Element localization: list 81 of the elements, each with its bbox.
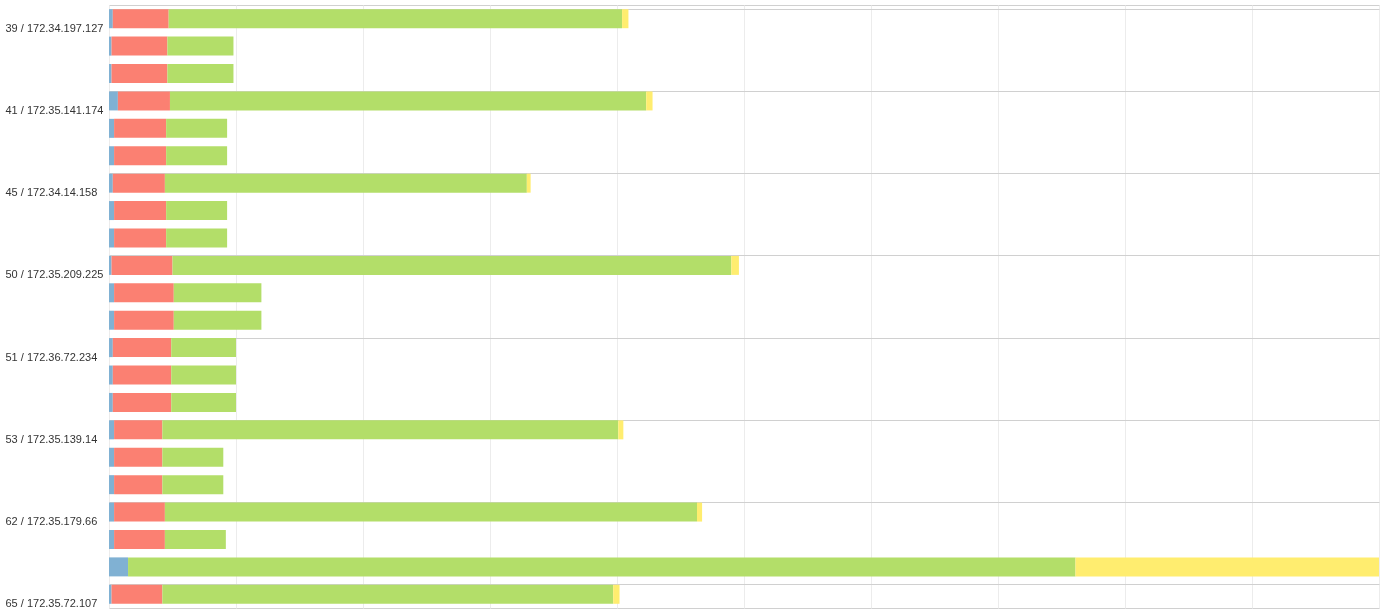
- bar: [109, 392, 113, 412]
- bar: [111, 64, 168, 84]
- bar: [109, 173, 113, 193]
- bar: [162, 584, 614, 604]
- bar: [109, 201, 115, 221]
- bar: [731, 255, 739, 275]
- bar: [111, 584, 163, 604]
- bar: [109, 36, 112, 56]
- bar: [162, 447, 224, 467]
- bar: [166, 228, 228, 248]
- bar: [109, 9, 113, 29]
- bar: [109, 91, 118, 111]
- bar: [109, 338, 113, 358]
- bar: [167, 64, 234, 84]
- bar: [128, 557, 1076, 577]
- bar: [114, 529, 165, 549]
- bar: [109, 118, 115, 138]
- bar: [162, 420, 619, 440]
- bar: [166, 118, 228, 138]
- y-tick-label: 41 / 172.35.141.174: [5, 103, 104, 116]
- bar: [114, 146, 167, 166]
- bar: [111, 36, 168, 56]
- bar: [109, 502, 115, 522]
- bar: [1075, 557, 1379, 577]
- bar: [618, 420, 624, 440]
- bar: [117, 91, 170, 111]
- bar: [109, 475, 115, 495]
- bar: [109, 529, 115, 549]
- bar: [166, 201, 228, 221]
- y-tick-label: 50 / 172.35.209.225: [5, 268, 104, 281]
- bar: [112, 338, 172, 358]
- bar: [114, 310, 174, 330]
- bar: [109, 255, 112, 275]
- bar: [114, 201, 167, 221]
- y-tick-label: 65 / 172.35.72.107: [5, 597, 98, 610]
- bar: [109, 365, 113, 385]
- bar: [112, 365, 172, 385]
- bar: [114, 447, 163, 467]
- bar: [114, 420, 163, 440]
- bar: [109, 447, 115, 467]
- y-tick-label: 39 / 172.34.197.127: [5, 21, 104, 34]
- bar: [526, 173, 531, 193]
- bar: [697, 502, 703, 522]
- bar: [109, 584, 112, 604]
- bar: [173, 310, 262, 330]
- bar: [109, 146, 115, 166]
- bar: [171, 365, 236, 385]
- bar: [613, 584, 620, 604]
- bar: [112, 173, 165, 193]
- bar: [622, 9, 629, 29]
- y-tick-label: 53 / 172.35.139.14: [5, 432, 98, 445]
- y-tick-label: 45 / 172.34.14.158: [5, 186, 98, 199]
- bar: [167, 36, 234, 56]
- bar: [112, 392, 172, 412]
- bar: [171, 338, 236, 358]
- bar: [114, 475, 163, 495]
- bar: [166, 146, 228, 166]
- bar: [109, 310, 115, 330]
- bar: [646, 91, 653, 111]
- bar: [114, 118, 167, 138]
- bar: [169, 91, 647, 111]
- bar: [114, 283, 174, 303]
- bar: [162, 475, 224, 495]
- bar: [164, 529, 226, 549]
- bar: [109, 283, 115, 303]
- bar: [164, 173, 527, 193]
- y-tick-label: 51 / 172.36.72.234: [5, 350, 98, 363]
- bar: [109, 557, 129, 577]
- bar: [173, 283, 262, 303]
- bar: [111, 255, 173, 275]
- bar: [109, 228, 115, 248]
- bar: [164, 502, 698, 522]
- bar: [112, 9, 169, 29]
- bar: [168, 9, 623, 29]
- bar: [172, 255, 732, 275]
- y-tick-label: 62 / 172.35.179.66: [5, 515, 98, 528]
- bar: [109, 64, 112, 84]
- bar: [114, 502, 165, 522]
- bar: [109, 420, 115, 440]
- bar: [171, 392, 236, 412]
- bar: [114, 228, 167, 248]
